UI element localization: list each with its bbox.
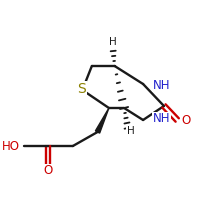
- Text: O: O: [181, 114, 190, 127]
- Text: S: S: [77, 82, 86, 96]
- Text: NH: NH: [153, 79, 170, 92]
- Polygon shape: [95, 108, 109, 133]
- Text: HO: HO: [2, 140, 20, 152]
- Text: H: H: [109, 37, 117, 47]
- Text: O: O: [44, 164, 53, 178]
- Text: NH: NH: [153, 112, 170, 126]
- Text: H: H: [127, 126, 135, 136]
